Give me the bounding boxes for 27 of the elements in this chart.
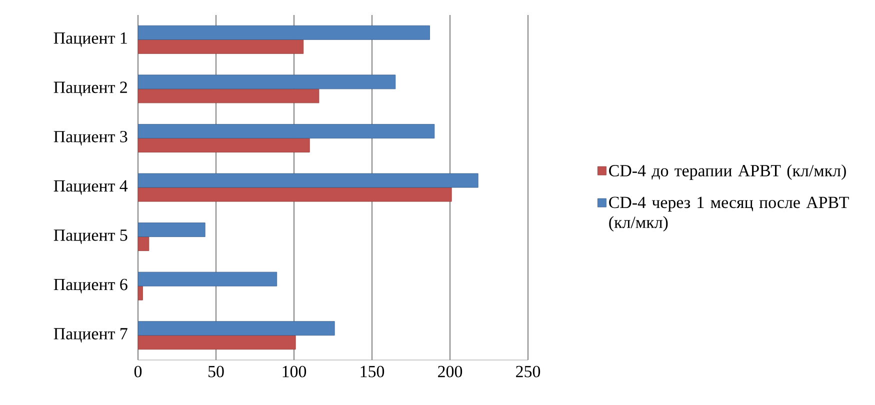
bar <box>138 335 296 350</box>
y-tick-label: Пациент 2 <box>54 82 127 96</box>
bar <box>138 173 478 188</box>
bar <box>138 321 335 336</box>
bar <box>138 187 452 202</box>
bar <box>138 138 310 152</box>
y-tick-label: Пациент 5 <box>54 230 128 244</box>
x-tick-label: 0 <box>134 366 142 378</box>
legend-label: CD-4 до терапии АРВТ (кл/мкл) <box>609 164 846 180</box>
y-tick-label: Пациент 4 <box>54 180 128 195</box>
y-tick-label: Пациент 6 <box>54 278 128 294</box>
y-tick-label: Пациент 1 <box>54 32 127 47</box>
y-tick-label: Пациент 7 <box>54 328 128 343</box>
x-tick-label: 50 <box>208 366 224 378</box>
bar <box>138 222 206 237</box>
bar <box>138 124 435 138</box>
x-tick-label: 200 <box>438 366 462 378</box>
bar <box>138 39 304 54</box>
y-tick-label: Пациент 3 <box>54 130 128 146</box>
x-tick-label: 100 <box>282 366 306 378</box>
x-tick-label: 150 <box>360 366 384 378</box>
bar <box>138 25 430 40</box>
bar <box>138 272 278 286</box>
x-tick-label: 250 <box>516 366 540 378</box>
bar <box>138 74 396 90</box>
legend-label: CD-4 через 1 месяц после АРВТ (кл/мкл) <box>609 196 849 232</box>
bar <box>138 88 320 104</box>
